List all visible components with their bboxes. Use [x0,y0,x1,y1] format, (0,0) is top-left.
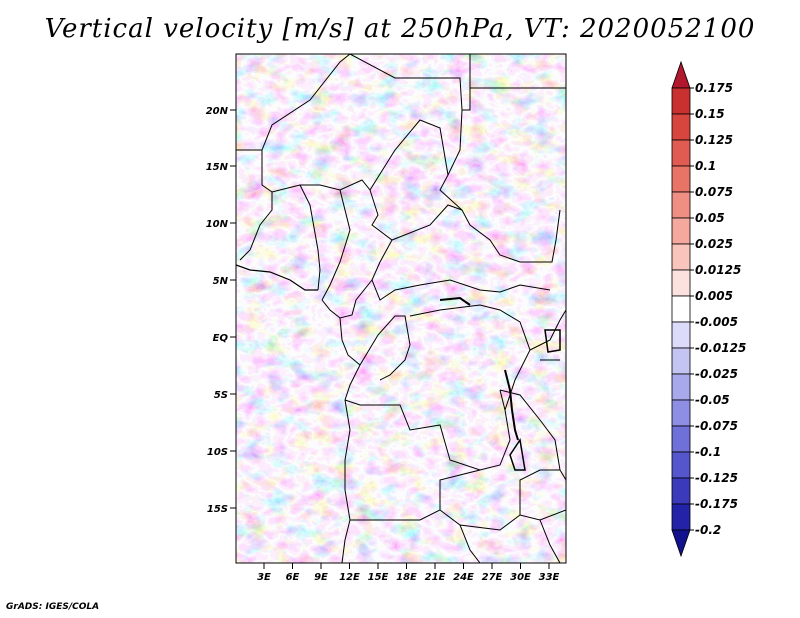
footer-credit: GrADS: IGES/COLA [6,602,100,612]
lat-label: 10N [206,219,229,230]
lon-label: 27E [482,572,503,583]
colorbar-label: -0.2 [695,523,721,537]
lon-label: 9E [314,572,328,583]
lat-label: 5N [213,276,229,287]
lon-label: 33E [539,572,560,583]
colorbar-label: -0.075 [695,419,738,433]
colorbar-segment [671,60,691,89]
colorbar-segment [671,451,691,479]
colorbar-label: 0.075 [695,185,733,199]
colorbar-label: -0.175 [695,497,738,511]
colorbar-label: -0.025 [695,367,738,381]
lat-label: 5S [214,390,228,401]
colorbar-segment [671,243,691,271]
country-boundaries [236,54,566,563]
colorbar: 0.175 0.15 0.125 0.1 0.075 0.05 0.025 0.0125 0.0… [671,60,746,558]
colorbar-segment [671,191,691,219]
longitude-axis: 3E 6E 9E 12E 15E 18E 21E 24E 27E 30E 33E [257,563,560,583]
colorbar-segment [671,139,691,167]
colorbar-label: -0.125 [695,471,738,485]
colorbar-label: 0.0125 [695,263,741,277]
map-frame [235,53,567,564]
lon-label: 24E [453,572,474,583]
lon-label: 15E [368,572,389,583]
colorbar-segment [671,477,691,505]
lon-label: 18E [396,572,417,583]
lat-label: 10S [207,447,228,458]
colorbar-label: 0.025 [695,237,733,251]
colorbar-segment [671,399,691,427]
colorbar-segment [671,425,691,453]
lon-label: 21E [425,572,446,583]
colorbar-segment [671,217,691,245]
velocity-field [236,54,566,563]
colorbar-label: 0.1 [695,159,716,173]
colorbar-segment [671,347,691,375]
colorbar-segment [671,113,691,141]
colorbar-label: 0.005 [695,289,733,303]
colorbar-label: 0.15 [695,107,725,121]
colorbar-segment [671,295,691,323]
colorbar-label: 0.175 [695,81,733,95]
lon-label: 12E [339,572,360,583]
lon-label: 3E [257,572,271,583]
colorbar-label: 0.05 [695,211,725,225]
colorbar-label: 0.125 [695,133,733,147]
colorbar-segment [671,529,691,558]
colorbar-label: -0.005 [695,315,738,329]
colorbar-segment [671,165,691,193]
colorbar-segment [671,503,691,531]
lon-label: 30E [510,572,531,583]
colorbar-segment [671,269,691,297]
lat-label: 20N [206,106,229,117]
colorbar-segment [671,87,691,115]
chart-title: Vertical velocity [m/s] at 250hPa, VT: 2… [44,14,756,44]
lat-label: 15S [207,504,228,515]
colorbar-label: -0.05 [695,393,730,407]
colorbar-segment [671,321,691,349]
colorbar-label: -0.1 [695,445,721,459]
latitude-axis: 20N 15N 10N 5N EQ 5S 10S 15S [206,106,236,515]
colorbar-segment [671,373,691,401]
lon-label: 6E [286,572,300,583]
lat-label: EQ [213,333,229,344]
lat-label: 15N [206,162,229,173]
colorbar-label: -0.0125 [695,341,746,355]
